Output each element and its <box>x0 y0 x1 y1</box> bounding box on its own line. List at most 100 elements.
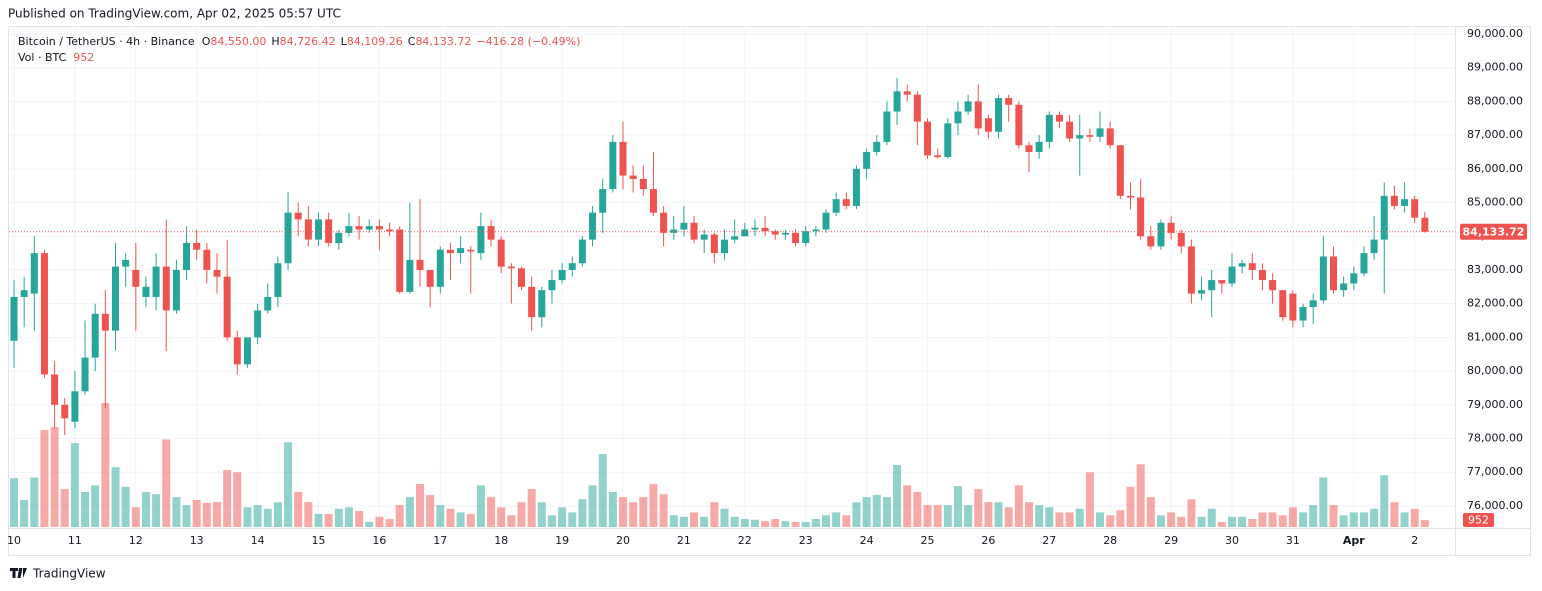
candle-body <box>568 263 576 270</box>
candle-body <box>873 141 881 152</box>
candle-body <box>589 212 597 240</box>
volume-bar <box>1156 515 1165 527</box>
candle-body <box>558 269 566 281</box>
volume-bar <box>81 491 90 527</box>
candle-body <box>1279 290 1287 318</box>
candle-body <box>518 268 525 287</box>
candle-body <box>1066 121 1074 139</box>
candle-body <box>852 168 860 206</box>
candle-body <box>761 227 769 232</box>
candle-body <box>690 222 698 240</box>
candle-body <box>122 259 130 267</box>
volume-bar <box>558 507 567 527</box>
volume-bar <box>1400 512 1409 527</box>
volume-bar <box>690 512 699 527</box>
ohlc-key: O <box>202 35 211 48</box>
volume-bar <box>1288 507 1297 527</box>
candle-body <box>1015 104 1023 146</box>
candle-body <box>284 212 292 264</box>
y-tick-label: 80,000.00 <box>1467 364 1523 377</box>
volume-bar <box>771 518 780 527</box>
volume-bar <box>60 489 69 527</box>
candle-body <box>507 266 515 269</box>
volume-bar <box>273 502 282 527</box>
candle-body <box>436 249 444 287</box>
volume-bar <box>679 516 688 527</box>
volume-bar <box>1167 512 1176 527</box>
volume-bar <box>1096 512 1105 527</box>
candle-body <box>304 219 312 240</box>
candle-body <box>528 286 536 318</box>
candle-body <box>538 290 546 318</box>
candle-body <box>619 141 627 176</box>
volume-bar <box>588 485 597 527</box>
volume-bar <box>537 502 546 527</box>
candle-body <box>294 212 302 220</box>
candle-body <box>812 229 820 232</box>
candle-body <box>112 266 119 331</box>
candle-body <box>274 263 282 297</box>
volume-bar <box>1085 472 1094 527</box>
volume-bar <box>1065 512 1074 527</box>
volume-bar <box>365 521 374 527</box>
volume-bar <box>1420 520 1429 527</box>
candle-body <box>924 121 931 156</box>
volume-bar <box>872 494 881 527</box>
candle-body <box>1137 197 1145 237</box>
candle-body <box>1330 256 1337 291</box>
x-tick-label: 26 <box>981 534 995 547</box>
volume-bar <box>953 486 962 527</box>
candle-body <box>1421 217 1429 232</box>
volume-bar <box>517 502 526 527</box>
volume-bar <box>629 502 638 527</box>
candle-body <box>223 276 231 338</box>
volume-bar <box>893 465 902 527</box>
candle-body <box>81 357 89 392</box>
frame <box>8 26 1531 556</box>
volume-bar <box>578 499 587 527</box>
volume-bar <box>192 500 201 527</box>
volume-bar <box>1055 512 1064 527</box>
volume-bar <box>974 489 983 527</box>
volume-bar <box>923 505 932 527</box>
volume-bar <box>1207 508 1216 527</box>
volume-bar <box>1410 508 1419 527</box>
volume-bar <box>507 515 516 527</box>
volume-bar <box>426 494 435 527</box>
ohlc-value: 84,109.26 <box>347 35 403 48</box>
candle-body <box>457 248 465 254</box>
volume-bar <box>1339 515 1348 527</box>
candle-body <box>883 111 891 142</box>
volume-bar <box>1045 507 1054 527</box>
candle-body <box>792 232 800 244</box>
volume-bar <box>375 516 384 527</box>
volume-bar <box>213 502 221 527</box>
candle-body <box>903 91 911 95</box>
x-tick-label: 2 <box>1411 534 1418 547</box>
volume-bar <box>669 515 678 527</box>
brand-logo <box>10 568 27 578</box>
x-tick-label: 25 <box>921 534 935 547</box>
x-tick-label: 19 <box>555 534 569 547</box>
volume-bar <box>842 515 851 527</box>
x-tick-label: 10 <box>7 534 21 547</box>
candle-body <box>325 219 333 244</box>
volume-bar <box>162 439 171 527</box>
x-tick-label: 13 <box>190 534 204 547</box>
volume-bar <box>1126 486 1135 527</box>
volume-bar <box>355 510 364 527</box>
volume-bar <box>1187 499 1196 527</box>
candle-body <box>1177 232 1185 247</box>
y-tick-label: 90,000.00 <box>1467 27 1523 40</box>
candle-body <box>61 404 69 419</box>
volume-bar <box>111 467 120 527</box>
volume-bar <box>141 491 150 527</box>
volume-bar <box>984 502 993 527</box>
candle-body <box>934 155 942 158</box>
y-tick-label: 81,000.00 <box>1467 330 1523 343</box>
change: −416.28 (−0.49%) <box>476 35 580 48</box>
volume-bar <box>497 507 506 527</box>
volume-bar <box>416 483 424 527</box>
volume-bar <box>1106 515 1115 527</box>
candle-body <box>893 91 901 112</box>
